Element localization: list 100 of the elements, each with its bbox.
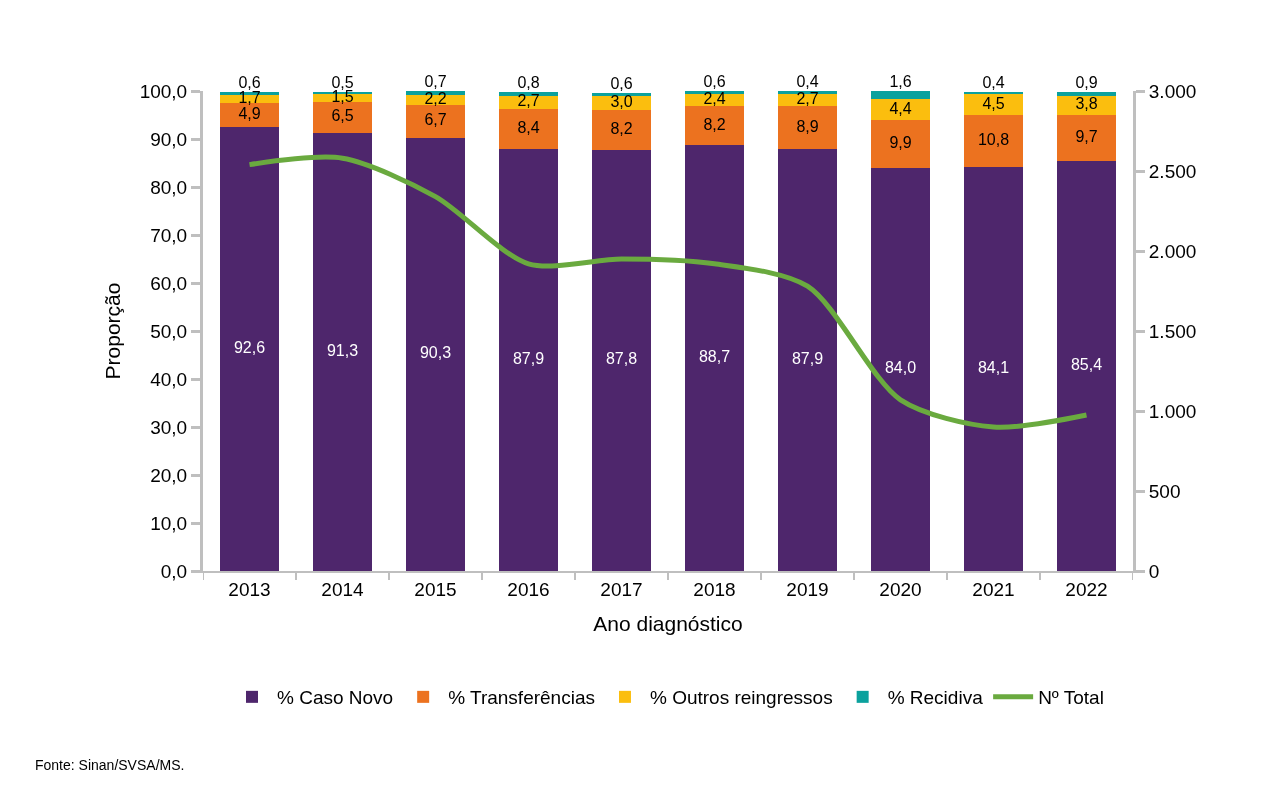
- data-label: 4,9: [238, 104, 261, 122]
- bar: [1057, 161, 1116, 571]
- data-label: 4,5: [982, 94, 1005, 112]
- x-tick-label: 2020: [879, 578, 922, 600]
- bar: [592, 110, 651, 150]
- bar: [220, 103, 279, 127]
- bar: [871, 91, 930, 100]
- bar: [499, 95, 558, 109]
- bar: [1057, 96, 1116, 115]
- bar: [871, 167, 930, 571]
- y-tick-label: 50,0: [150, 320, 188, 342]
- data-label: 8,2: [610, 119, 633, 137]
- data-label: 6,5: [331, 107, 354, 125]
- data-label: 0,9: [1075, 73, 1098, 91]
- bar: [1057, 91, 1116, 97]
- data-label: 8,9: [796, 117, 819, 135]
- x-tick-label: 2015: [414, 578, 457, 600]
- y2-tick-label: 0: [1148, 560, 1160, 582]
- data-label: 0,5: [331, 73, 354, 91]
- data-label: 2,2: [424, 90, 447, 108]
- y-tick-label: 40,0: [150, 368, 188, 390]
- data-label: 0,6: [610, 74, 633, 92]
- y2-tick-label: 3.000: [1148, 80, 1197, 102]
- data-label: 92,6: [233, 338, 266, 356]
- data-label: 88,7: [698, 348, 731, 366]
- data-label: 84,1: [977, 359, 1010, 377]
- y-tick-label: 0,0: [160, 560, 188, 582]
- legend-label: % Transferências: [448, 687, 595, 709]
- bar: [964, 91, 1023, 94]
- source-note: Fonte: Sinan/SVSA/MS.: [35, 757, 185, 773]
- y2-tick-label: 2.000: [1148, 240, 1197, 262]
- y-tick-label: 60,0: [150, 272, 188, 294]
- x-tick-label: 2014: [321, 578, 365, 600]
- data-label: 85,4: [1070, 356, 1103, 374]
- y-axis-title: Proporção: [100, 282, 124, 380]
- bar: [220, 126, 279, 571]
- y-tick-label: 90,0: [150, 128, 188, 150]
- bar: [406, 137, 465, 571]
- legend-label: % Recidiva: [887, 687, 984, 709]
- x-tick-label: 2017: [600, 578, 643, 600]
- data-label: 10,8: [977, 131, 1010, 149]
- data-label: 2,7: [796, 89, 819, 107]
- y2-tick-label: 500: [1148, 480, 1181, 502]
- data-label: 0,6: [703, 73, 726, 91]
- y2-tick-label: 1.500: [1148, 320, 1197, 342]
- data-label: 0,4: [796, 73, 819, 91]
- data-label: 1,6: [889, 73, 912, 91]
- data-label: 6,7: [424, 111, 447, 129]
- data-label: 9,9: [889, 134, 912, 152]
- data-label: 84,0: [884, 359, 917, 377]
- bar: [406, 105, 465, 138]
- bar: [592, 92, 651, 96]
- bar: [778, 149, 837, 571]
- bar: [964, 167, 1023, 571]
- bar: [871, 99, 930, 121]
- data-label: 91,3: [326, 341, 359, 359]
- y-tick-label: 100,0: [139, 80, 188, 102]
- y-tick-label: 10,0: [150, 512, 188, 534]
- x-tick-label: 2013: [228, 578, 271, 600]
- legend-label: % Outros reingressos: [649, 687, 833, 709]
- bar: [778, 106, 837, 150]
- y2-tick-label: 2.500: [1148, 160, 1197, 182]
- data-label: 87,8: [605, 350, 638, 368]
- bar: [685, 105, 744, 146]
- bar: [964, 115, 1023, 168]
- x-tick-label: 2019: [786, 578, 829, 600]
- bar: [499, 108, 558, 150]
- data-label: 0,4: [982, 73, 1005, 91]
- data-label: 0,8: [517, 73, 540, 91]
- y2-tick-label: 1.000: [1148, 400, 1197, 422]
- bar: [1057, 114, 1116, 162]
- data-label: 4,4: [889, 99, 912, 117]
- data-label: 3,8: [1075, 95, 1098, 113]
- data-label: 2,7: [517, 92, 540, 110]
- bar: [685, 145, 744, 571]
- bar: [499, 91, 558, 96]
- bar: [871, 120, 930, 168]
- x-tick-label: 2022: [1065, 578, 1108, 600]
- x-tick-label: 2018: [693, 578, 736, 600]
- bar: [778, 91, 837, 94]
- bar: [499, 149, 558, 571]
- y-tick-label: 20,0: [150, 464, 188, 486]
- data-label: 87,9: [512, 350, 545, 368]
- data-label: 3,0: [610, 93, 633, 110]
- data-label: 0,7: [424, 73, 447, 91]
- data-label: 90,3: [419, 344, 452, 362]
- y-tick-label: 70,0: [150, 224, 188, 246]
- data-label: 8,2: [703, 115, 726, 133]
- data-label: 9,7: [1075, 127, 1098, 145]
- data-label: 87,9: [791, 350, 824, 368]
- bar: [592, 149, 651, 571]
- y-tick-label: 30,0: [150, 416, 188, 438]
- bar: [313, 132, 372, 571]
- data-label: 0,6: [238, 73, 261, 91]
- x-axis-title: Ano diagnóstico: [593, 612, 743, 636]
- data-label: 2,4: [703, 90, 726, 108]
- legend-label: % Caso Novo: [277, 687, 394, 709]
- legend-label: Nº Total: [1038, 687, 1104, 709]
- x-tick-label: 2016: [507, 578, 550, 600]
- y-tick-label: 80,0: [150, 176, 188, 198]
